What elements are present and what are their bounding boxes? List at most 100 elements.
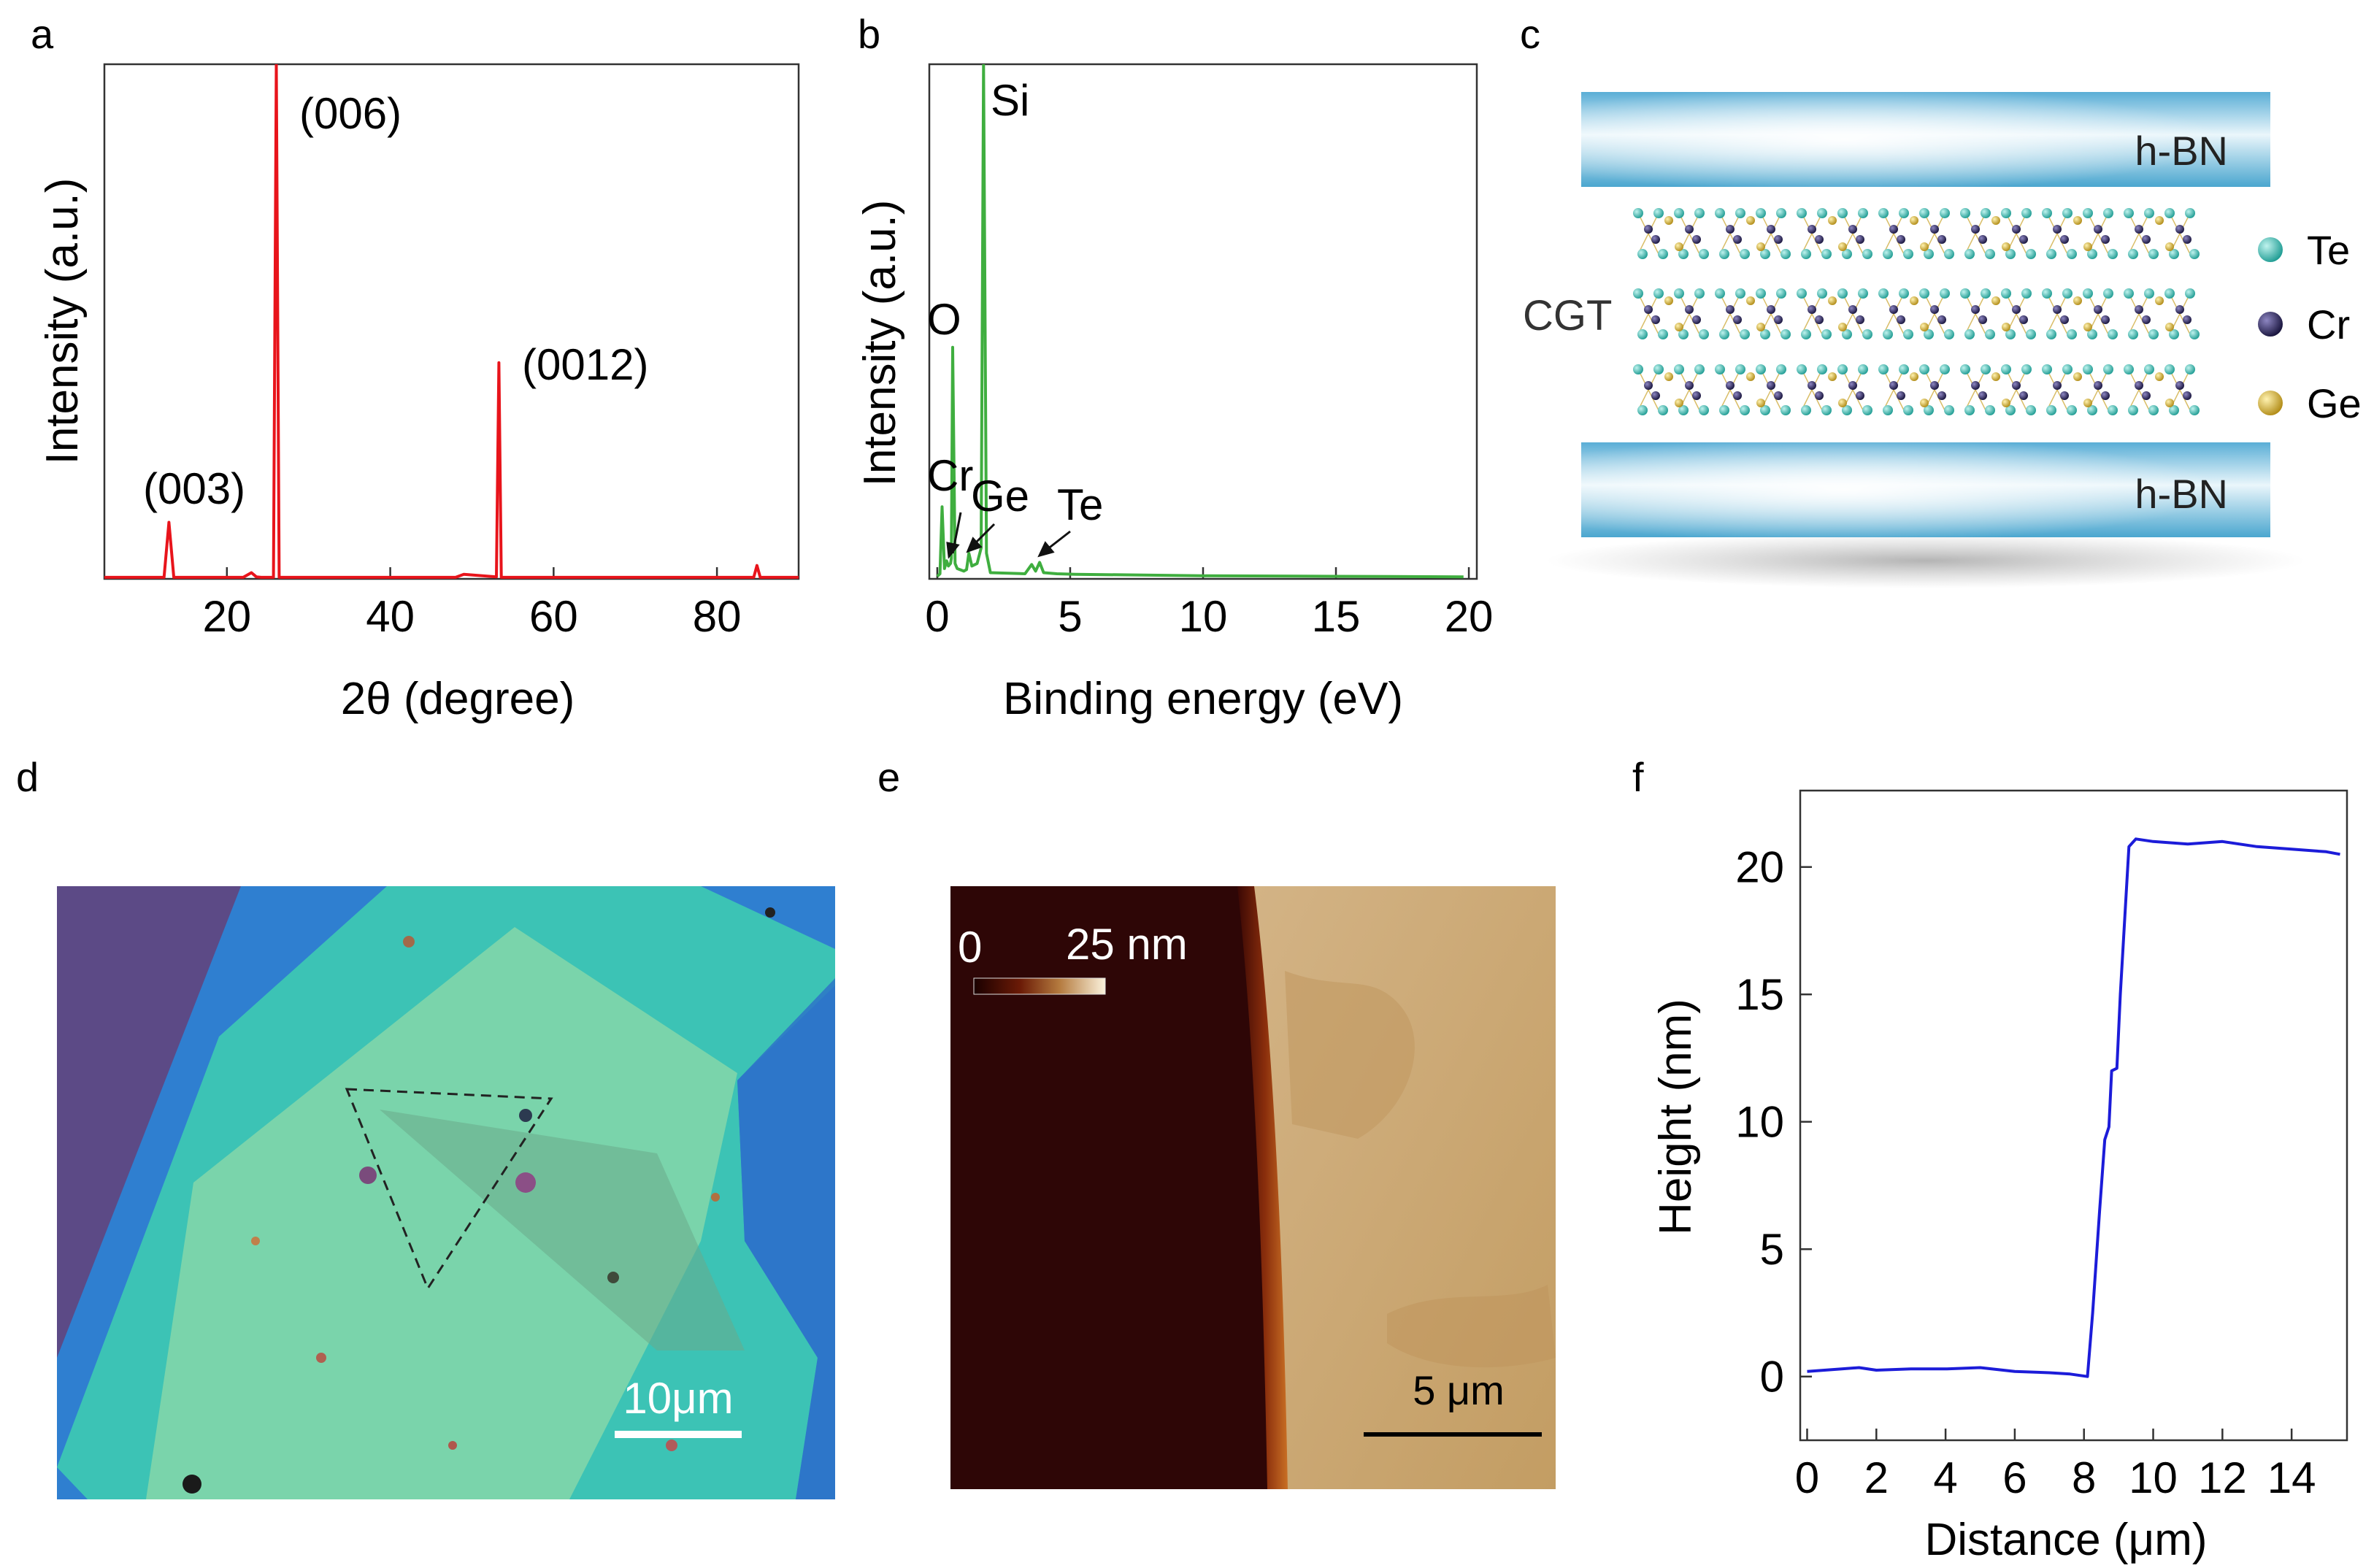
ge-atom — [1675, 242, 1683, 251]
cr-atom — [1644, 225, 1653, 234]
te-atom — [1797, 364, 1807, 374]
cr-atom — [1897, 235, 1905, 244]
hbn-bottom-shadow — [1546, 533, 2305, 588]
cr-atom — [1937, 235, 1946, 244]
panel-letter-a: a — [31, 11, 54, 57]
te-atom — [1944, 329, 1954, 339]
y-tick-label: 5 — [1760, 1225, 1784, 1274]
afm-terrace — [1285, 971, 1415, 1139]
te-atom — [1637, 249, 1648, 259]
te-atom — [2021, 364, 2032, 374]
dot — [359, 1167, 377, 1184]
te-atom — [1715, 208, 1725, 218]
te-atom — [1756, 364, 1766, 374]
cr-atom — [2012, 305, 2021, 314]
te-atom — [1858, 364, 1868, 374]
ge-atom — [1920, 399, 1929, 407]
profile-series-line — [1807, 837, 2340, 1378]
ge-atom — [1920, 242, 1929, 251]
te-atom — [2083, 364, 2093, 374]
te-atom — [1760, 405, 1770, 415]
te-atom — [1678, 405, 1689, 415]
te-atom — [1842, 329, 1852, 339]
cr-atom — [2142, 315, 2151, 324]
te-atom — [2108, 405, 2118, 415]
eds-peak-label-ge: Ge — [971, 472, 1029, 520]
x-tick-label: 14 — [2267, 1453, 2316, 1502]
dot — [765, 907, 775, 918]
cr-atom — [1856, 391, 1864, 400]
dot — [711, 1193, 720, 1202]
te-atom — [1801, 249, 1811, 259]
ge-atom — [2073, 372, 2082, 381]
cr-atom — [1848, 381, 1857, 390]
te-atom — [1862, 249, 1872, 259]
x-tick-label: 2 — [1864, 1453, 1889, 1502]
te-atom — [2128, 405, 2138, 415]
te-atom — [2164, 208, 2175, 218]
ge-atom — [2165, 242, 2174, 251]
te-atom — [2189, 329, 2200, 339]
te-atom — [1817, 208, 1827, 218]
te-atom — [1883, 249, 1893, 259]
hbn-top-label: h-BN — [2135, 128, 2228, 174]
ge-atom — [2002, 399, 2010, 407]
te-atom — [2169, 249, 2179, 259]
cr-atom — [1774, 235, 1783, 244]
cr-atom — [2053, 381, 2062, 390]
hbn-bottom-glow — [1581, 442, 2270, 537]
arrow-cr-head — [946, 542, 960, 559]
ge-atom — [1664, 372, 1673, 381]
cr-atom — [1692, 391, 1701, 400]
te-atom — [1964, 249, 1975, 259]
te-atom — [1694, 288, 1705, 299]
ge-atom — [2155, 372, 2164, 381]
dashed-triangle-outline — [345, 1088, 553, 1291]
cr-atom — [2101, 315, 2110, 324]
te-atom — [1842, 405, 1852, 415]
te-atom — [1899, 288, 1909, 299]
x-tick-label: 20 — [202, 592, 251, 641]
legend-cr-swatch — [2258, 312, 2283, 337]
x-tick-label: 0 — [1795, 1453, 1819, 1502]
te-atom — [1715, 288, 1725, 299]
ge-atom — [1675, 399, 1683, 407]
optical-image: 10μm — [57, 886, 835, 1499]
cr-atom — [2175, 381, 2184, 390]
te-atom — [1735, 288, 1745, 299]
afm-colorbar — [973, 977, 1106, 995]
cr-atom — [1937, 315, 1946, 324]
cgt-label: CGT — [1523, 292, 1612, 339]
te-atom — [1837, 288, 1848, 299]
ge-atom — [1746, 216, 1755, 225]
cgt-flake — [146, 927, 737, 1499]
ge-atom — [1910, 372, 1918, 381]
ge-atom — [2165, 399, 2174, 407]
y-tick-label: 20 — [1735, 843, 1784, 892]
cr-atom — [1726, 305, 1735, 314]
te-atom — [1776, 364, 1786, 374]
te-atom — [1862, 405, 1872, 415]
te-atom — [1735, 208, 1745, 218]
profile-y-axis-label: Height (nm) — [1651, 999, 1701, 1235]
te-atom — [2144, 208, 2154, 218]
te-atom — [1678, 249, 1689, 259]
hbn-flake-blue-edge — [737, 978, 835, 1499]
ge-atom — [2083, 242, 2092, 251]
cgt-layer — [1633, 288, 2200, 339]
optical-scale-bar-label: 10μm — [623, 1374, 733, 1423]
te-atom — [2103, 288, 2113, 299]
te-atom — [2124, 288, 2134, 299]
te-atom — [2067, 249, 2077, 259]
afm-terrace — [1387, 1285, 1556, 1368]
te-atom — [2026, 249, 2036, 259]
cgt-layer — [1633, 208, 2200, 259]
ge-atom — [1920, 323, 1929, 331]
ge-atom — [1746, 372, 1755, 381]
te-atom — [1919, 208, 1929, 218]
cr-atom — [2175, 225, 2184, 234]
cr-atom — [1733, 315, 1742, 324]
x-tick-label: 12 — [2198, 1453, 2247, 1502]
cr-atom — [1971, 225, 1980, 234]
cr-atom — [2175, 305, 2184, 314]
